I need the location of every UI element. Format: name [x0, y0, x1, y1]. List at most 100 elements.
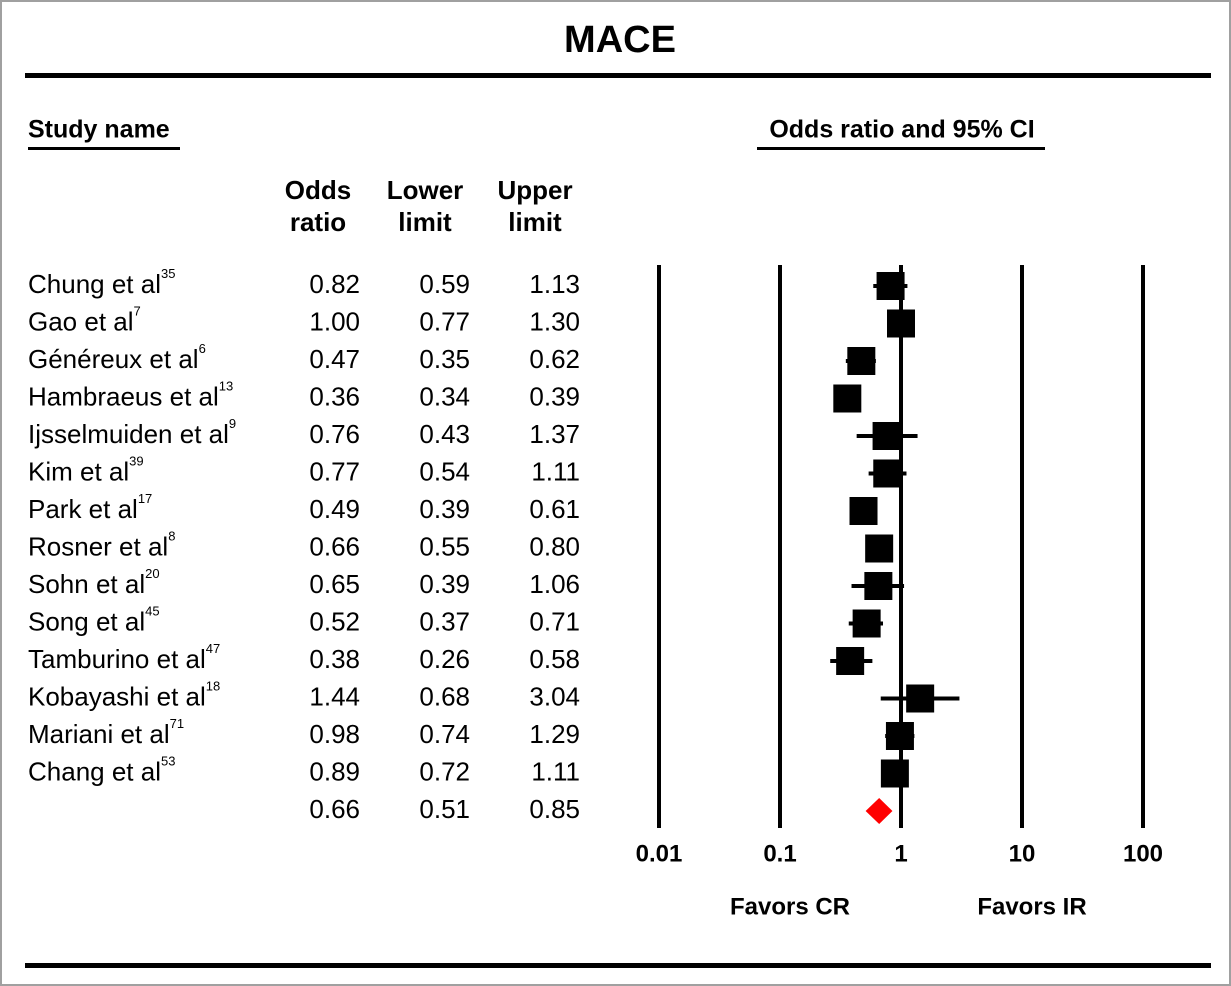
point-estimate [887, 309, 915, 338]
cell-value: 0.65 [309, 569, 360, 599]
study-label: Mariani et al [28, 719, 170, 749]
cell-value: 0.82 [309, 269, 360, 299]
cell-value: 0.47 [309, 344, 360, 374]
chart-title: MACE [564, 19, 676, 61]
cell-value: 0.66 [309, 794, 360, 824]
study-name: Kobayashi et al18 [28, 679, 220, 711]
column-header: limit [508, 207, 562, 237]
cell-value: 1.30 [529, 306, 580, 336]
cell-value: 0.36 [309, 381, 360, 411]
point-estimate [885, 722, 914, 750]
cell-value: 0.76 [309, 419, 360, 449]
point-estimate [865, 534, 894, 563]
cell-value: 0.58 [529, 644, 580, 674]
study-ref: 18 [206, 679, 220, 694]
cell-value: 1.29 [529, 719, 580, 749]
point-estimate [833, 384, 862, 413]
plot-header: Odds ratio and 95% CI [769, 116, 1034, 144]
study-name: Gao et al7 [28, 304, 141, 336]
study-label: Song et al [28, 606, 145, 636]
cell-value: 0.89 [309, 756, 360, 786]
cell-value: 0.68 [419, 681, 470, 711]
study-name: Rosner et al8 [28, 529, 175, 561]
cell-value: 0.85 [529, 794, 580, 824]
point-estimate [873, 459, 902, 488]
point-estimate [864, 572, 893, 600]
study-name: Sohn et al20 [28, 566, 160, 598]
cell-value: 1.37 [529, 419, 580, 449]
cell-value: 1.44 [309, 681, 360, 711]
point-estimate [880, 759, 909, 788]
x-tick-label: 0.01 [636, 840, 683, 867]
study-name: Ijsselmuiden et al9 [28, 416, 236, 448]
cell-value: 0.39 [419, 494, 470, 524]
study-label: Sohn et al [28, 569, 145, 599]
bottom-rule [25, 963, 1211, 968]
cell-value: 1.11 [531, 456, 580, 486]
cell-value: 1.00 [309, 306, 360, 336]
x-tick-label: 10 [1009, 840, 1036, 867]
cell-value: 0.66 [309, 531, 360, 561]
study-label: Park et al [28, 494, 138, 524]
column-header: ratio [290, 207, 346, 237]
study-label: Hambraeus et al [28, 381, 219, 411]
point-estimate [849, 497, 878, 525]
cell-value: 0.54 [419, 456, 470, 486]
study-label: Chang et al [28, 756, 161, 786]
point-estimate [836, 647, 865, 675]
cell-value: 0.34 [419, 381, 470, 411]
study-ref: 9 [229, 416, 236, 431]
cell-value: 0.39 [529, 381, 580, 411]
point-estimate [872, 422, 901, 450]
study-label: Ijsselmuiden et al [28, 419, 229, 449]
cell-value: 0.51 [419, 794, 470, 824]
point-estimate [876, 272, 905, 300]
cell-value: 0.38 [309, 644, 360, 674]
cell-value: 0.37 [419, 606, 470, 636]
underline [757, 147, 1045, 150]
study-name: Hambraeus et al13 [28, 379, 233, 411]
cell-value: 0.80 [529, 531, 580, 561]
point-estimate [906, 684, 935, 713]
column-header: limit [398, 207, 452, 237]
study-name: Chung et al35 [28, 266, 175, 298]
study-name: Généreux et al6 [28, 341, 206, 373]
cell-value: 0.71 [529, 606, 580, 636]
point-estimate [847, 347, 876, 375]
summary-diamond [865, 798, 893, 824]
point-estimate [852, 609, 881, 638]
cell-value: 0.98 [309, 719, 360, 749]
x-tick-label: 100 [1123, 840, 1163, 867]
study-name: Mariani et al71 [28, 716, 184, 748]
cell-value: 0.55 [419, 531, 470, 561]
cell-value: 0.52 [309, 606, 360, 636]
cell-value: 0.59 [419, 269, 470, 299]
cell-value: 0.77 [419, 306, 470, 336]
study-label: Chung et al [28, 269, 161, 299]
study-ref: 35 [161, 266, 175, 281]
cell-value: 0.72 [419, 756, 470, 786]
cell-value: 0.49 [309, 494, 360, 524]
x-tick-label: 1 [894, 840, 907, 867]
study-label: Gao et al [28, 306, 134, 336]
study-ref: 6 [199, 341, 206, 356]
study-ref: 71 [170, 716, 184, 731]
study-ref: 39 [129, 454, 143, 469]
cell-value: 0.43 [419, 419, 470, 449]
study-ref: 45 [145, 604, 159, 619]
study-ref: 13 [219, 379, 233, 394]
column-header: Upper [497, 175, 572, 205]
underline [28, 147, 180, 150]
study-ref: 47 [206, 641, 220, 656]
cell-value: 3.04 [529, 681, 580, 711]
study-label: Kim et al [28, 456, 129, 486]
study-name: Chang et al53 [28, 754, 175, 786]
cell-value: 0.62 [529, 344, 580, 374]
top-rule [25, 73, 1211, 78]
cell-value: 0.26 [419, 644, 470, 674]
cell-value: 1.13 [529, 269, 580, 299]
cell-value: 0.77 [309, 456, 360, 486]
study-name: Kim et al39 [28, 454, 144, 486]
